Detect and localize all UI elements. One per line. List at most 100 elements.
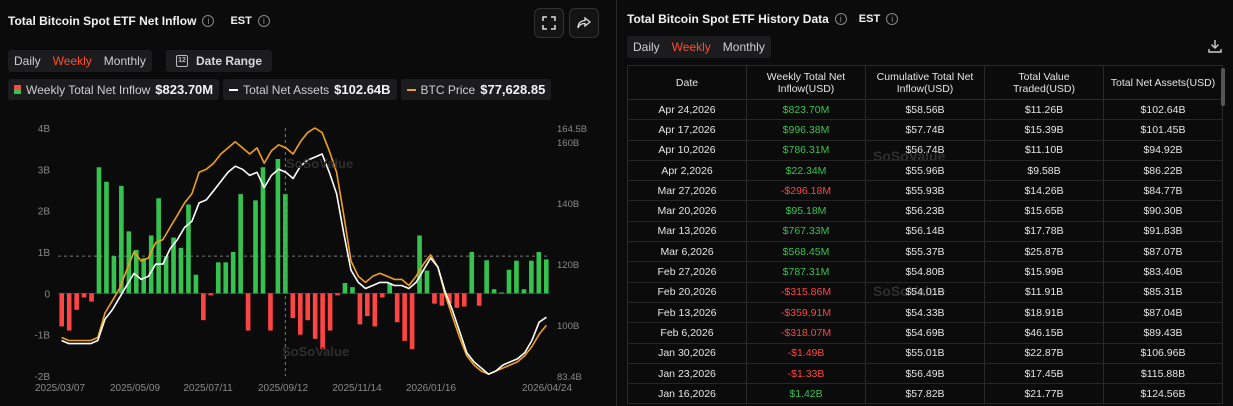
cell-date: Apr 10,2026 bbox=[627, 140, 747, 161]
left-axis-tick: 0 bbox=[44, 289, 50, 300]
table-row[interactable]: Apr 17,2026 $996.38M $57.74B $15.39B $101.45… bbox=[627, 119, 1223, 141]
right-axis-tick: 160B bbox=[557, 138, 579, 149]
chart-tab-weekly[interactable]: Weekly bbox=[52, 54, 92, 68]
inflow-bar bbox=[409, 293, 415, 350]
cell-traded: $18.91B bbox=[984, 302, 1104, 324]
cell-cum: $55.93B bbox=[865, 180, 985, 202]
btc-swatch bbox=[406, 88, 416, 91]
cell-inflow: -$1.49B bbox=[746, 343, 866, 364]
table-body: Apr 24,2026 $823.70M $58.56B $11.26B $102.64… bbox=[627, 99, 1223, 405]
inflow-bar bbox=[119, 185, 124, 294]
inflow-bar bbox=[81, 293, 87, 298]
date-range-button[interactable]: 12 Date Range bbox=[166, 50, 273, 72]
history-info-icon[interactable]: i bbox=[834, 13, 847, 25]
cell-traded: $11.91B bbox=[984, 282, 1104, 303]
cell-cum: $56.74B bbox=[865, 140, 985, 161]
table-row[interactable]: Apr 10,2026 $786.31M $56.74B $11.10B $94.92B bbox=[627, 140, 1223, 161]
inflow-bar bbox=[506, 269, 512, 294]
table-row[interactable]: Feb 13,2026 -$359.91M $54.33B $18.91B $87.04… bbox=[627, 302, 1223, 324]
cell-inflow: $568.45M bbox=[746, 241, 866, 263]
cell-date: Feb 13,2026 bbox=[627, 302, 747, 324]
inflow-bar bbox=[141, 258, 147, 294]
legend-assets[interactable]: Total Net Assets $102.64B bbox=[223, 79, 397, 100]
cell-inflow: $786.31M bbox=[746, 140, 866, 161]
period-tabs: Daily Weekly Monthly bbox=[8, 50, 152, 72]
chart-title: Total Bitcoin Spot ETF Net Inflow bbox=[8, 14, 197, 28]
table-row[interactable]: Feb 20,2026 -$315.86M $54.01B $11.91B $85.31… bbox=[627, 282, 1223, 303]
cell-traded: $11.10B bbox=[984, 140, 1104, 161]
cell-traded: $14.26B bbox=[984, 180, 1104, 202]
inflow-bar bbox=[148, 235, 154, 294]
table-row[interactable]: Mar 27,2026 -$296.18M $55.93B $14.26B $84.77… bbox=[627, 180, 1223, 202]
cell-inflow: $787.31M bbox=[746, 261, 866, 283]
inflow-bar bbox=[514, 260, 519, 294]
cell-cum: $54.01B bbox=[865, 282, 985, 303]
cell-assets: $84.77B bbox=[1103, 180, 1223, 202]
history-timezone-info-icon[interactable]: i bbox=[886, 13, 899, 25]
calendar-icon: 12 bbox=[176, 55, 188, 67]
inflow-bar bbox=[104, 181, 109, 294]
table-row[interactable]: Feb 6,2026 -$318.07M $54.69B $46.15B $89.43B bbox=[627, 322, 1223, 344]
info-icon[interactable]: i bbox=[202, 15, 215, 27]
inflow-bar bbox=[74, 293, 79, 310]
inflow-bar bbox=[171, 237, 176, 294]
inflow-swatch bbox=[14, 85, 21, 94]
table-row[interactable]: Mar 20,2026 $95.18M $56.23B $15.65B $90.30B bbox=[627, 200, 1223, 222]
legend-inflow[interactable]: Weekly Total Net Inflow $823.70M bbox=[8, 79, 220, 100]
inflow-bar bbox=[461, 293, 467, 307]
cell-inflow: -$296.18M bbox=[746, 180, 866, 202]
right-axis-tick: 120B bbox=[557, 260, 579, 271]
chart-tab-monthly[interactable]: Monthly bbox=[103, 54, 146, 68]
cell-assets: $90.30B bbox=[1103, 200, 1223, 222]
history-tab-monthly[interactable]: Monthly bbox=[722, 40, 765, 54]
inflow-bar bbox=[543, 259, 549, 294]
legend-assets-value: $102.64B bbox=[334, 82, 391, 97]
legend-assets-label: Total Net Assets bbox=[243, 82, 330, 97]
inflow-bar bbox=[290, 293, 296, 319]
table-scrollbar[interactable] bbox=[1221, 68, 1225, 106]
inflow-bar bbox=[387, 283, 393, 294]
x-axis-tick: 2026/04/24 bbox=[522, 383, 572, 394]
inflow-bar bbox=[268, 293, 273, 331]
cell-assets: $106.96B bbox=[1103, 343, 1223, 364]
inflow-bar bbox=[297, 293, 303, 335]
inflow-bar bbox=[96, 167, 102, 294]
history-panel: Total Bitcoin Spot ETF History Data i ES… bbox=[616, 0, 1233, 406]
table-row[interactable]: Jan 16,2026 $1.42B $57.82B $21.77B $124.56B bbox=[627, 383, 1223, 405]
cell-traded: $15.39B bbox=[984, 119, 1104, 141]
table-row[interactable]: Feb 27,2026 $787.31M $54.80B $15.99B $83.40B bbox=[627, 261, 1223, 283]
history-tab-daily[interactable]: Daily bbox=[633, 40, 660, 54]
cell-inflow: $95.18M bbox=[746, 200, 866, 222]
inflow-bar bbox=[327, 293, 333, 331]
cell-traded: $17.45B bbox=[984, 363, 1104, 385]
cell-inflow: $996.38M bbox=[746, 119, 866, 141]
inflow-bar bbox=[59, 293, 65, 327]
table-row[interactable]: Mar 6,2026 $568.45M $55.37B $25.87B $87.07B bbox=[627, 241, 1223, 263]
history-tab-weekly[interactable]: Weekly bbox=[671, 40, 711, 54]
legend-btc[interactable]: BTC Price $77,628.85 bbox=[400, 79, 552, 100]
chart-tab-daily[interactable]: Daily bbox=[14, 54, 41, 68]
inflow-bar bbox=[350, 287, 355, 294]
cell-date: Apr 2,2026 bbox=[627, 160, 747, 182]
table-row[interactable]: Apr 24,2026 $823.70M $58.56B $11.26B $102.64… bbox=[627, 99, 1223, 121]
cell-traded: $9.58B bbox=[984, 160, 1104, 182]
cell-assets: $101.45B bbox=[1103, 119, 1223, 141]
inflow-bar bbox=[186, 204, 191, 294]
table-row[interactable]: Mar 13,2026 $767.33M $56.14B $17.78B $91.83B bbox=[627, 221, 1223, 243]
x-axis-tick: 2025/05/09 bbox=[110, 383, 160, 394]
inflow-bar bbox=[245, 293, 251, 331]
inflow-bar bbox=[476, 293, 482, 306]
right-axis-tick: 164.5B bbox=[557, 124, 587, 135]
net-inflow-panel: Total Bitcoin Spot ETF Net Inflow i EST … bbox=[0, 0, 612, 406]
table-row[interactable]: Apr 2,2026 $22.34M $55.96B $9.58B $86.22B bbox=[627, 160, 1223, 182]
cell-inflow: $767.33M bbox=[746, 221, 866, 243]
download-icon[interactable] bbox=[1207, 38, 1223, 54]
cell-cum: $58.56B bbox=[865, 99, 985, 121]
timezone-info-icon[interactable]: i bbox=[257, 15, 270, 27]
left-axis-tick: 2B bbox=[38, 207, 51, 218]
column-header: Weekly Total Net Inflow(USD) bbox=[746, 65, 866, 100]
table-row[interactable]: Jan 30,2026 -$1.49B $55.01B $22.87B $106.96B bbox=[627, 343, 1223, 364]
share-icon[interactable] bbox=[569, 8, 599, 38]
fullscreen-icon[interactable] bbox=[534, 8, 564, 38]
table-row[interactable]: Jan 23,2026 -$1.33B $56.49B $17.45B $115.88B bbox=[627, 363, 1223, 385]
